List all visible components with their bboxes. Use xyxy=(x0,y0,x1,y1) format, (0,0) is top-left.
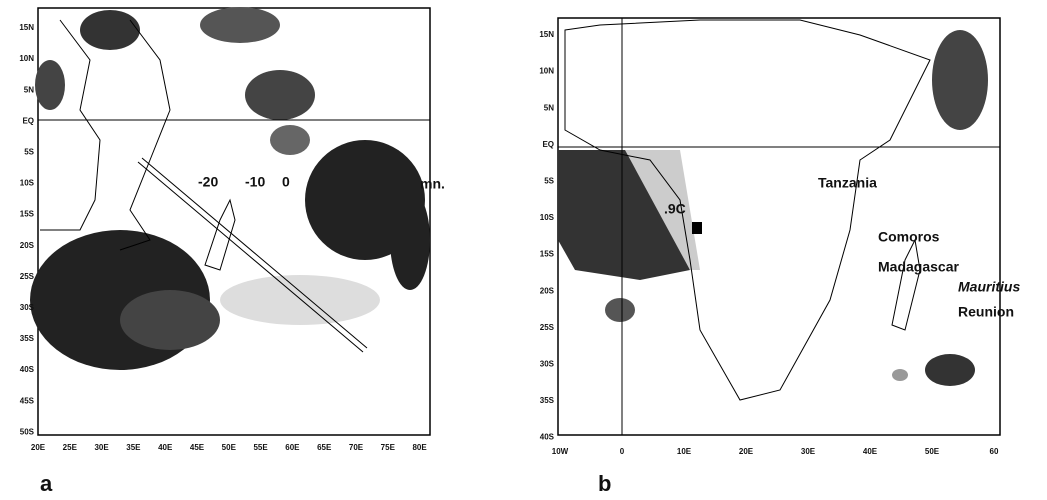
x-tick-label: 65E xyxy=(317,443,332,452)
x-tick-label: 50E xyxy=(222,443,237,452)
y-tick-label: 20S xyxy=(540,286,555,295)
y-tick-label: 40S xyxy=(540,433,555,442)
y-tick-label: 20S xyxy=(20,241,35,250)
y-tick-label: EQ xyxy=(542,140,554,149)
y-tick-label: 15N xyxy=(539,30,554,39)
x-tick-label: 55E xyxy=(253,443,268,452)
x-tick-label: 25E xyxy=(63,443,78,452)
y-tick-label: 45S xyxy=(20,396,35,405)
y-tick-label: EQ xyxy=(22,116,34,125)
y-tick-label: 35S xyxy=(540,396,555,405)
x-tick-label: 80E xyxy=(412,443,427,452)
x-tick-label: 0 xyxy=(620,447,625,456)
annotation: -10 xyxy=(245,174,265,190)
y-tick-label: 5N xyxy=(544,103,554,112)
annotation: .9C xyxy=(664,201,686,217)
y-tick-label: 5N xyxy=(24,85,34,94)
y-tick-label: 10N xyxy=(539,67,554,76)
y-tick-label: 15S xyxy=(20,210,35,219)
annotation: Madagascar xyxy=(878,259,959,275)
x-tick-label: 60 xyxy=(990,447,999,456)
y-tick-label: 10N xyxy=(19,54,34,63)
annotation: -20 xyxy=(198,174,218,190)
x-tick-label: 20E xyxy=(739,447,754,456)
y-tick-label: 40S xyxy=(20,365,35,374)
x-tick-label: 60E xyxy=(285,443,300,452)
panel-label: a xyxy=(40,471,53,496)
y-tick-label: 10S xyxy=(540,213,555,222)
panel-a-map xyxy=(30,7,431,436)
x-tick-label: 40E xyxy=(158,443,173,452)
x-tick-label: 75E xyxy=(381,443,396,452)
panel-b-map xyxy=(557,17,1001,436)
y-tick-label: 25S xyxy=(20,272,35,281)
y-tick-label: 30S xyxy=(20,303,35,312)
annotation: 0 xyxy=(282,174,290,190)
x-tick-label: 10W xyxy=(552,447,569,456)
y-tick-label: 15N xyxy=(19,23,34,32)
annotation: mn. xyxy=(420,176,445,192)
annotation: Tanzania xyxy=(818,175,877,191)
x-tick-label: 30E xyxy=(801,447,816,456)
x-tick-label: 70E xyxy=(349,443,364,452)
x-tick-label: 50E xyxy=(925,447,940,456)
annotation: Reunion xyxy=(958,304,1014,320)
y-tick-label: 35S xyxy=(20,334,35,343)
x-tick-label: 45E xyxy=(190,443,205,452)
x-tick-label: 10E xyxy=(677,447,692,456)
y-tick-label: 25S xyxy=(540,323,555,332)
annotation: Mauritius xyxy=(958,279,1020,295)
x-tick-label: 40E xyxy=(863,447,878,456)
y-tick-label: 30S xyxy=(540,360,555,369)
x-tick-label: 30E xyxy=(94,443,109,452)
x-tick-label: 35E xyxy=(126,443,141,452)
x-tick-label: 20E xyxy=(31,443,46,452)
y-tick-label: 10S xyxy=(20,179,35,188)
y-tick-label: 5S xyxy=(24,148,34,157)
panel-label: b xyxy=(598,471,611,496)
y-tick-label: 50S xyxy=(20,427,35,436)
annotation: Comoros xyxy=(878,229,940,245)
y-tick-label: 15S xyxy=(540,250,555,259)
y-tick-label: 5S xyxy=(544,177,554,186)
